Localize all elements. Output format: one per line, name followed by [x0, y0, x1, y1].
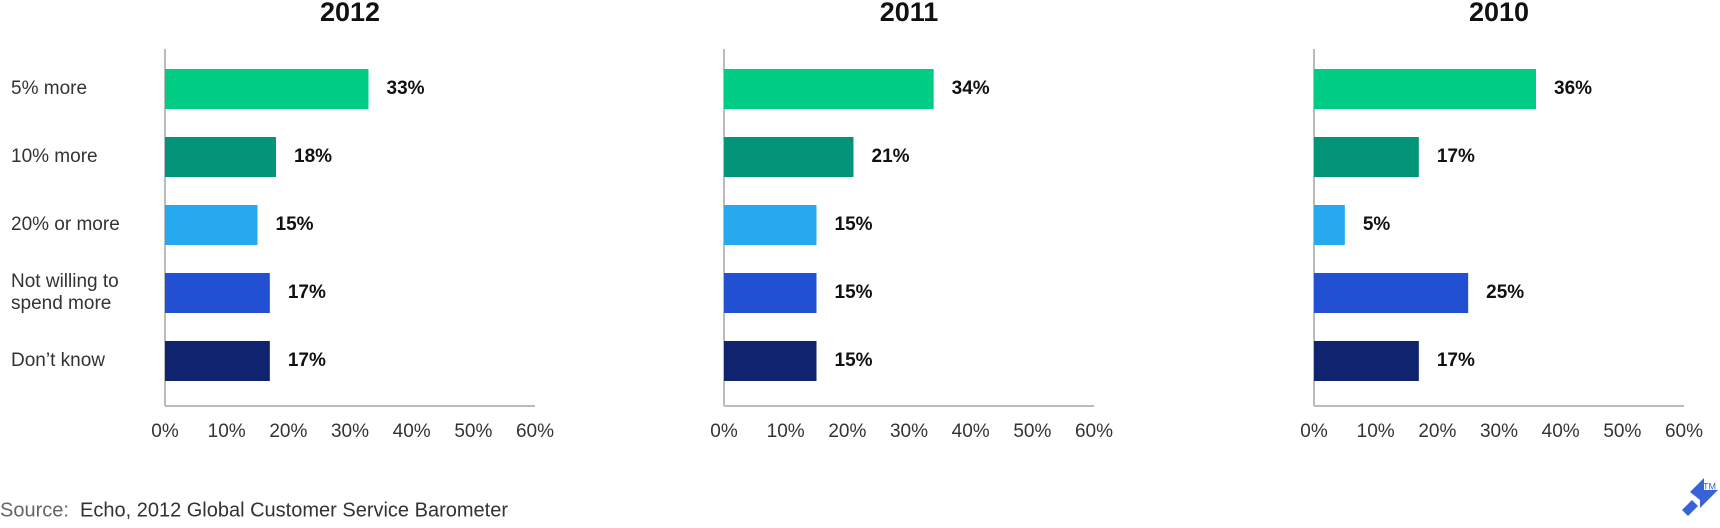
bar [1314, 205, 1345, 245]
x-tick-label: 50% [1603, 421, 1641, 442]
x-tick-label: 0% [1300, 421, 1328, 442]
value-label: 15% [276, 214, 314, 235]
value-label: 17% [288, 282, 326, 303]
x-tick-label: 30% [1480, 421, 1518, 442]
x-tick-label: 40% [1542, 421, 1580, 442]
source-text: Echo, 2012 Global Customer Service Barom… [80, 499, 508, 521]
bar [1314, 69, 1536, 109]
source-label: Source: [0, 499, 69, 521]
value-label: 34% [952, 78, 990, 99]
x-tick-label: 50% [1013, 421, 1051, 442]
category-label: 10% more [11, 146, 98, 167]
value-label: 17% [288, 350, 326, 371]
bar [724, 205, 817, 245]
x-tick-label: 60% [1075, 421, 1113, 442]
x-tick-label: 60% [1665, 421, 1703, 442]
chart-title: 2012 [320, 0, 380, 27]
x-tick-label: 20% [269, 421, 307, 442]
bar [165, 137, 276, 177]
x-tick-label: 10% [767, 421, 805, 442]
bar [724, 69, 934, 109]
bar [1314, 137, 1419, 177]
bar [165, 341, 270, 381]
category-label: 20% or more [11, 214, 120, 235]
x-tick-label: 40% [393, 421, 431, 442]
trademark: TM [1703, 481, 1716, 491]
x-tick-label: 60% [516, 421, 554, 442]
value-label: 36% [1554, 78, 1592, 99]
bar [1314, 273, 1469, 313]
bar [724, 137, 854, 177]
x-tick-label: 50% [454, 421, 492, 442]
x-tick-label: 20% [1418, 421, 1456, 442]
bar [724, 341, 817, 381]
category-label: Don’t know [11, 350, 105, 371]
x-tick-label: 10% [1357, 421, 1395, 442]
value-label: 15% [835, 350, 873, 371]
x-tick-label: 40% [952, 421, 990, 442]
bar [165, 69, 369, 109]
x-tick-label: 30% [331, 421, 369, 442]
x-tick-label: 20% [828, 421, 866, 442]
x-tick-label: 0% [710, 421, 738, 442]
value-label: 25% [1486, 282, 1524, 303]
chart-title: 2011 [880, 0, 939, 27]
value-label: 18% [294, 146, 332, 167]
bar [165, 273, 270, 313]
value-label: 15% [835, 282, 873, 303]
category-label: Not willing to spend more [11, 271, 119, 314]
value-label: 33% [387, 78, 425, 99]
bar [165, 205, 258, 245]
value-label: 15% [835, 214, 873, 235]
value-label: 17% [1437, 350, 1475, 371]
x-tick-label: 0% [151, 421, 179, 442]
category-label: 5% more [11, 78, 88, 99]
chart-title: 2010 [1469, 0, 1529, 27]
bar [1314, 341, 1419, 381]
logo: TM [1682, 478, 1718, 516]
bar [724, 273, 817, 313]
value-label: 5% [1363, 214, 1391, 235]
x-tick-label: 30% [890, 421, 928, 442]
value-label: 17% [1437, 146, 1475, 167]
value-label: 21% [872, 146, 910, 167]
x-tick-label: 10% [208, 421, 246, 442]
logo-icon [1682, 478, 1718, 516]
